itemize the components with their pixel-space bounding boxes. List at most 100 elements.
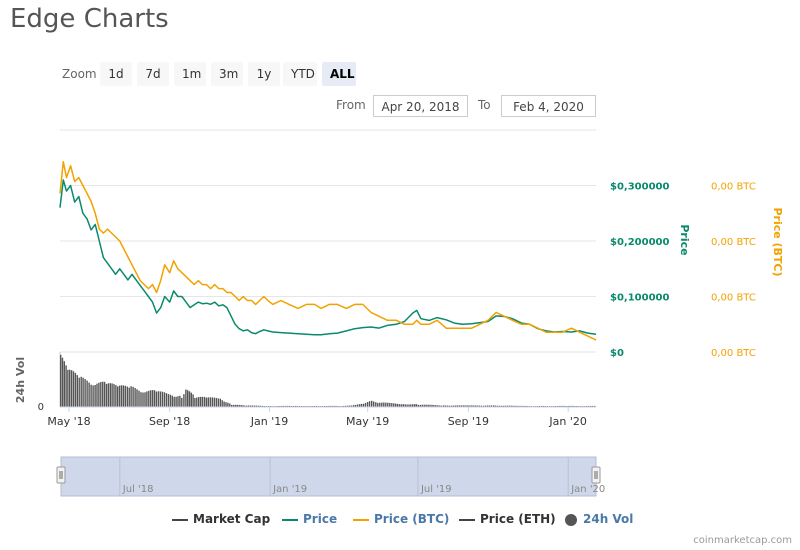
range-to-input[interactable]: Feb 4, 2020 xyxy=(501,95,596,117)
volume-bar xyxy=(246,405,248,407)
volume-bar xyxy=(425,404,427,407)
volume-bar xyxy=(353,405,355,407)
x-tick-label: Sep '19 xyxy=(448,415,489,428)
volume-bar xyxy=(427,404,429,407)
credit-link[interactable]: coinmarketcap.com xyxy=(693,535,792,546)
volume-bar xyxy=(126,386,128,407)
navigator: Jul '18 Jan '19 Jul '19 Jan '20 xyxy=(56,456,605,497)
volume-bar xyxy=(111,383,113,407)
volume-bar xyxy=(150,390,152,407)
volume-bar xyxy=(345,405,347,407)
volume-bar xyxy=(516,405,518,407)
price-btc-series-line xyxy=(59,160,597,341)
volume-bar xyxy=(379,402,381,407)
volume-bar xyxy=(242,405,244,407)
legend-item-24h-vol[interactable]: 24h Vol xyxy=(565,511,633,527)
navigator-left-handle[interactable] xyxy=(56,466,66,484)
volume-bar xyxy=(482,405,485,407)
zoom-label: Zoom xyxy=(62,67,97,81)
volume-bar xyxy=(391,403,393,407)
legend-line-icon xyxy=(172,518,188,521)
volume-bar xyxy=(443,405,445,407)
volume-bar xyxy=(117,386,119,407)
zoom-1y-button[interactable]: 1y xyxy=(248,62,280,86)
volume-bar xyxy=(219,398,221,407)
volume-bar xyxy=(362,403,365,407)
volume-bar xyxy=(385,402,387,407)
volume-bar xyxy=(395,403,397,407)
legend-item-price-eth[interactable]: Price (ETH) xyxy=(459,511,556,527)
volume-bar xyxy=(221,400,223,407)
volume-bar xyxy=(211,397,213,407)
btc-tick-label: 0,00 BTC xyxy=(711,182,756,193)
volume-bar xyxy=(371,400,373,407)
volume-bar xyxy=(488,405,491,407)
zoom-ytd-button[interactable]: YTD xyxy=(283,62,317,86)
legend-item-price-btc[interactable]: Price (BTC) xyxy=(353,511,449,527)
x-tick-label: May '18 xyxy=(47,415,90,428)
volume-bar xyxy=(377,402,379,407)
volume-bar xyxy=(213,397,215,407)
price-tick-label: $0,300000 xyxy=(610,182,670,193)
volume-bar xyxy=(472,405,474,407)
volume-bar xyxy=(419,404,421,407)
legend-label: Price xyxy=(303,512,338,526)
volume-bar xyxy=(161,391,164,407)
zoom-all-button[interactable]: ALL xyxy=(322,62,356,86)
volume-bar xyxy=(502,405,504,407)
volume-bar xyxy=(124,385,126,407)
volume-bar xyxy=(261,405,264,407)
volume-bar xyxy=(98,382,100,407)
volume-bar xyxy=(404,404,406,407)
volume-bar xyxy=(437,405,439,407)
volume-bar xyxy=(138,390,140,407)
legend-item-price[interactable]: Price xyxy=(282,511,337,527)
x-tick-label: Jan '19 xyxy=(250,415,288,428)
legend-label: 24h Vol xyxy=(583,512,634,526)
volume-bar xyxy=(201,396,204,407)
volume-bar xyxy=(406,404,408,407)
volume-bar xyxy=(590,405,592,407)
volume-bar xyxy=(205,397,208,407)
volume-bar xyxy=(255,405,258,407)
range-from-label: From xyxy=(336,98,366,112)
volume-bar xyxy=(244,405,246,407)
zoom-1m-button[interactable]: 1m xyxy=(174,62,206,86)
volume-bar xyxy=(234,404,237,407)
volume-bar xyxy=(364,402,367,407)
volume-bar xyxy=(474,405,476,407)
volume-bar xyxy=(157,391,160,407)
navigator-right-handle[interactable] xyxy=(591,466,601,484)
volume-bar xyxy=(281,405,283,407)
volume-bar xyxy=(514,405,516,407)
zoom-3m-button[interactable]: 3m xyxy=(211,62,243,86)
volume-bar xyxy=(484,405,487,407)
volume-bar xyxy=(415,404,418,407)
volume-bar xyxy=(167,394,170,407)
legend-item-market-cap[interactable]: Market Cap xyxy=(172,511,270,527)
price-tick-label: $0 xyxy=(610,348,624,359)
volume-bar xyxy=(223,401,225,407)
volume-bar xyxy=(458,405,460,407)
volume-bar xyxy=(402,404,404,407)
volume-bar xyxy=(356,404,359,407)
volume-bar xyxy=(155,391,158,407)
legend-circle-icon xyxy=(565,513,577,526)
navigator-tick-label: Jul '18 xyxy=(122,484,154,495)
volume-bar xyxy=(194,398,196,407)
volume-bar xyxy=(358,404,361,407)
zoom-1d-button[interactable]: 1d xyxy=(100,62,132,86)
volume-bar xyxy=(417,404,419,407)
legend-label: Price (BTC) xyxy=(374,512,450,526)
volume-bar xyxy=(199,396,202,407)
range-from-input[interactable]: Apr 20, 2018 xyxy=(373,95,468,117)
volume-bar xyxy=(80,376,82,407)
volume-bar xyxy=(460,405,462,407)
volume-bar xyxy=(354,404,357,407)
zoom-7d-button[interactable]: 7d xyxy=(137,62,169,86)
volume-bar xyxy=(70,370,73,407)
volume-bar xyxy=(393,403,395,407)
volume-bar xyxy=(63,361,65,407)
volume-bar xyxy=(568,405,570,407)
